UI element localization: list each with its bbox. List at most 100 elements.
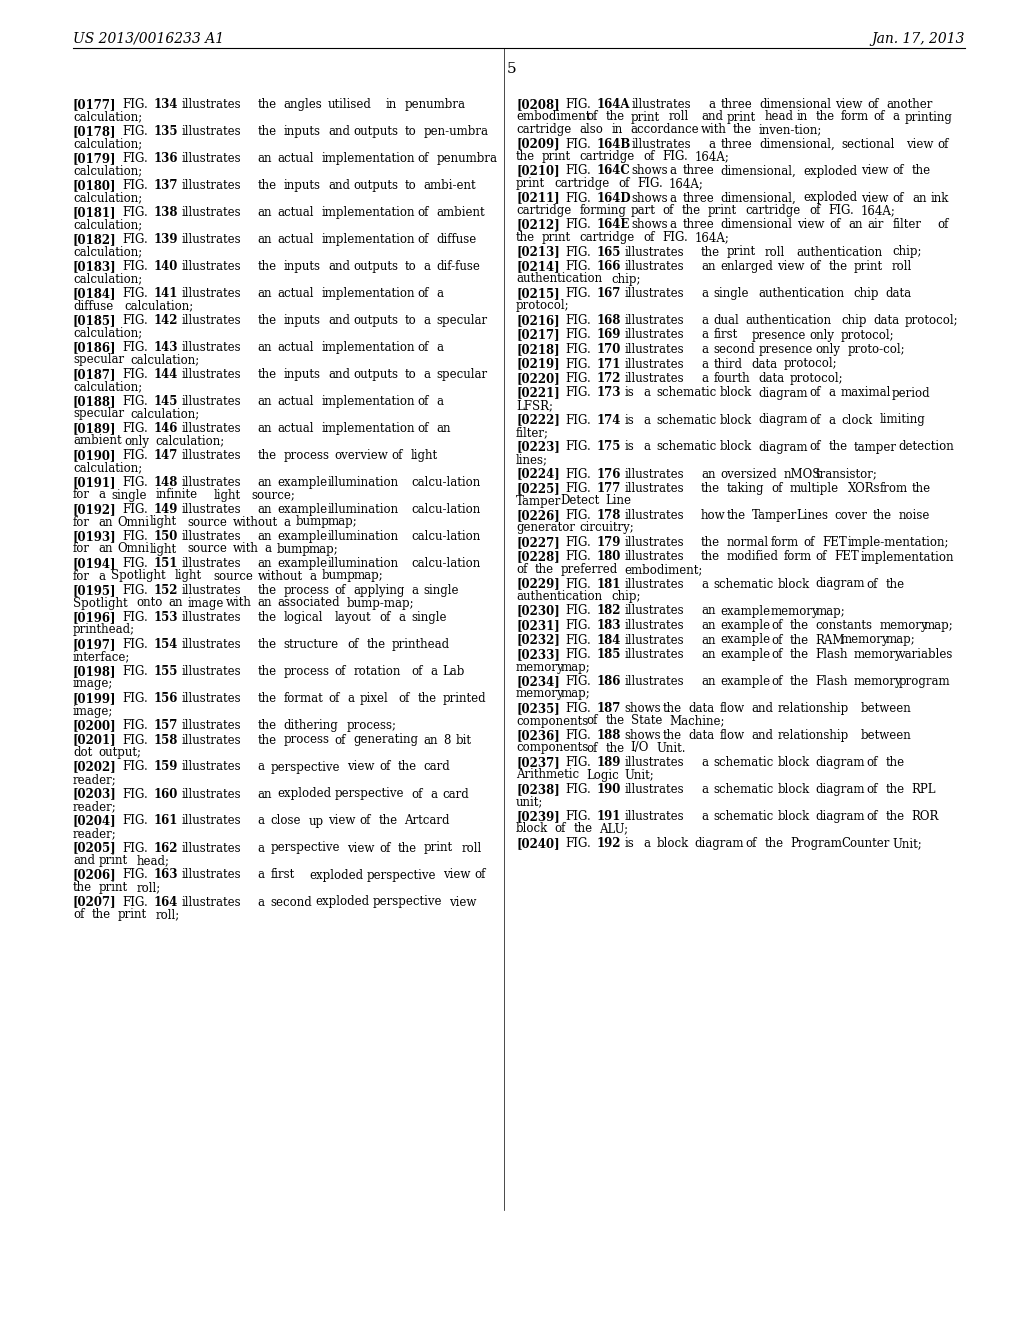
Text: XORs: XORs [848, 482, 880, 495]
Text: 150: 150 [154, 531, 178, 543]
Text: Spotlight: Spotlight [112, 569, 166, 582]
Text: process;: process; [347, 719, 397, 733]
Text: to: to [404, 260, 416, 273]
Text: the: the [398, 842, 417, 854]
Text: illustrates: illustrates [181, 895, 241, 908]
Text: 8: 8 [442, 734, 451, 747]
Text: illustrates: illustrates [625, 246, 684, 259]
Text: shows: shows [632, 219, 668, 231]
Text: [0206]: [0206] [73, 869, 117, 882]
Text: three: three [682, 219, 714, 231]
Text: [0225]: [0225] [516, 482, 560, 495]
Text: diffuse: diffuse [436, 234, 476, 246]
Text: Omni: Omni [118, 516, 150, 528]
Text: Detect: Detect [560, 495, 600, 507]
Text: a: a [430, 665, 437, 678]
Text: for: for [73, 543, 90, 556]
Text: components: components [516, 742, 588, 755]
Text: calcu-lation: calcu-lation [411, 531, 480, 543]
Text: the: the [379, 814, 398, 828]
Text: generating: generating [353, 734, 419, 747]
Text: [0208]: [0208] [516, 98, 560, 111]
Text: [0194]: [0194] [73, 557, 117, 570]
Text: the: the [398, 760, 417, 774]
Text: 143: 143 [154, 341, 178, 354]
Text: 164A;: 164A; [669, 177, 703, 190]
Text: [0226]: [0226] [516, 510, 560, 521]
Text: [0187]: [0187] [73, 368, 117, 381]
Text: of: of [771, 482, 782, 495]
Text: dimensional,: dimensional, [759, 137, 835, 150]
Text: illustrates: illustrates [181, 234, 241, 246]
Text: exploded: exploded [315, 895, 370, 908]
Text: imple-mentation;: imple-mentation; [848, 536, 949, 549]
Text: FIG.: FIG. [122, 583, 147, 597]
Text: FIG.: FIG. [565, 191, 591, 205]
Text: of: of [771, 675, 782, 688]
Text: [0196]: [0196] [73, 611, 117, 624]
Text: the: the [258, 125, 278, 139]
Text: the: the [258, 692, 278, 705]
Text: card: card [442, 788, 469, 800]
Text: illustrates: illustrates [181, 638, 241, 651]
Text: Counter: Counter [841, 837, 890, 850]
Text: ambient: ambient [436, 206, 485, 219]
Text: reader;: reader; [73, 774, 117, 785]
Text: an: an [258, 531, 272, 543]
Text: FIG.: FIG. [122, 557, 147, 570]
Text: a: a [700, 810, 708, 822]
Text: dot: dot [73, 746, 92, 759]
Text: the: the [912, 165, 931, 177]
Text: and: and [328, 314, 350, 327]
Text: protocol;: protocol; [516, 300, 569, 313]
Text: FIG.: FIG. [565, 837, 591, 850]
Text: a: a [436, 341, 443, 354]
Text: Unit;: Unit; [625, 768, 654, 781]
Text: Program: Program [791, 837, 842, 850]
Text: Logic: Logic [586, 768, 618, 781]
Text: view: view [328, 814, 355, 828]
Text: FIG.: FIG. [122, 368, 147, 381]
Text: FIG.: FIG. [122, 869, 147, 882]
Text: FIG.: FIG. [565, 372, 591, 385]
Text: Unit.: Unit. [656, 742, 686, 755]
Text: illustrates: illustrates [181, 842, 241, 854]
Text: reader;: reader; [73, 828, 117, 840]
Text: of: of [816, 550, 827, 564]
Text: authentication: authentication [758, 286, 845, 300]
Text: illustrates: illustrates [181, 692, 241, 705]
Text: of: of [586, 111, 597, 124]
Text: the: the [682, 205, 700, 216]
Text: Lines: Lines [797, 510, 828, 521]
Text: block: block [720, 413, 753, 426]
Text: FIG.: FIG. [122, 152, 147, 165]
Text: illustrates: illustrates [625, 286, 684, 300]
Text: head: head [765, 111, 794, 124]
Text: outputs: outputs [353, 368, 398, 381]
Text: a: a [700, 578, 708, 590]
Text: illustrates: illustrates [625, 314, 684, 327]
Text: of: of [809, 441, 820, 454]
Text: 5: 5 [507, 62, 517, 77]
Text: of: of [359, 814, 372, 828]
Text: of: of [335, 583, 346, 597]
Text: [0182]: [0182] [73, 234, 117, 246]
Text: the: the [886, 783, 905, 796]
Text: FIG.: FIG. [565, 413, 591, 426]
Text: protocol;: protocol; [783, 358, 838, 371]
Text: the: the [700, 550, 720, 564]
Text: 185: 185 [597, 648, 622, 661]
Text: diffuse: diffuse [73, 300, 114, 313]
Text: process: process [284, 449, 330, 462]
Text: illustrates: illustrates [625, 467, 684, 480]
Text: of: of [586, 742, 597, 755]
Text: [0200]: [0200] [73, 719, 117, 733]
Text: of: of [893, 191, 904, 205]
Text: FIG.: FIG. [122, 734, 147, 747]
Text: 181: 181 [597, 578, 622, 590]
Text: 184: 184 [597, 634, 622, 647]
Text: between: between [860, 729, 911, 742]
Text: printing: printing [905, 111, 952, 124]
Text: light: light [150, 516, 176, 528]
Text: FIG.: FIG. [565, 165, 591, 177]
